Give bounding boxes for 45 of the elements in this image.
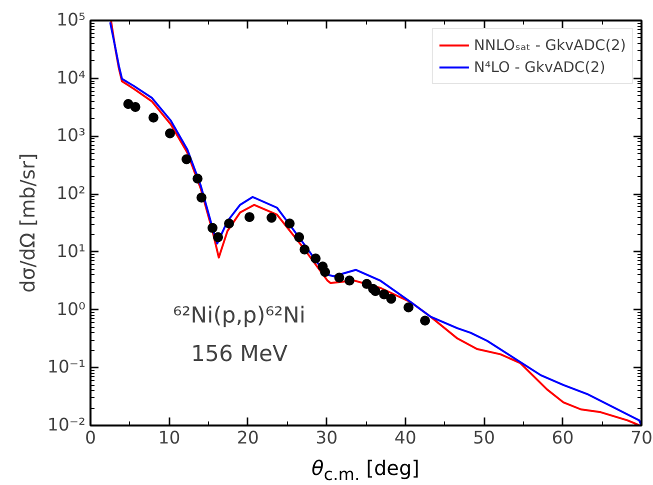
x-tick-label: 0	[84, 428, 96, 448]
point	[130, 102, 140, 112]
x-axis-title: θ$_{c.m.}$ [deg]	[310, 455, 420, 485]
y-tick-label: 10⁰	[56, 300, 86, 320]
point	[224, 218, 234, 228]
point	[334, 272, 344, 283]
y-tick-label: 10⁵	[56, 10, 86, 30]
legend-label: N⁴LO - GkvADC(2)	[474, 58, 606, 76]
annotation: ⁶²Ni(p,p)⁶²Ni	[173, 304, 306, 329]
point	[165, 128, 175, 138]
point	[196, 192, 206, 203]
y-tick-label: 10³	[56, 126, 86, 146]
point	[310, 254, 321, 264]
point	[244, 212, 255, 222]
x-tick-label: 10	[158, 428, 180, 448]
x-tick-label: 70	[630, 428, 653, 448]
point	[344, 276, 354, 286]
y-tick-label: 10⁻¹	[47, 358, 86, 378]
point	[386, 294, 396, 304]
x-tick-label: 50	[473, 428, 496, 448]
x-tick-label: 30	[316, 428, 338, 448]
point	[284, 218, 295, 228]
point	[420, 316, 430, 326]
point	[404, 302, 414, 312]
x-tick-label: 60	[552, 428, 574, 448]
point	[379, 289, 390, 300]
point	[192, 174, 203, 184]
y-tick-label: 10⁻²	[47, 416, 86, 436]
point	[148, 112, 158, 123]
y-tick-label: 10²	[56, 184, 86, 204]
point	[266, 212, 277, 223]
y-axis-title: dσ/dΩ [mb/sr]	[15, 153, 40, 293]
point	[208, 222, 218, 233]
point	[182, 154, 192, 164]
y-tick-label: 10¹	[56, 242, 86, 262]
y-tick-label: 10⁴	[56, 68, 86, 88]
point	[213, 232, 224, 242]
legend-label: NNLOₛₐₜ - GkvADC(2)	[474, 36, 626, 54]
annotation: 156 MeV	[190, 342, 288, 368]
x-tick-label: 20	[236, 428, 259, 448]
x-tick-label: 40	[394, 428, 416, 448]
point	[370, 286, 380, 296]
point	[320, 267, 330, 277]
point	[300, 244, 310, 255]
point	[294, 232, 304, 242]
